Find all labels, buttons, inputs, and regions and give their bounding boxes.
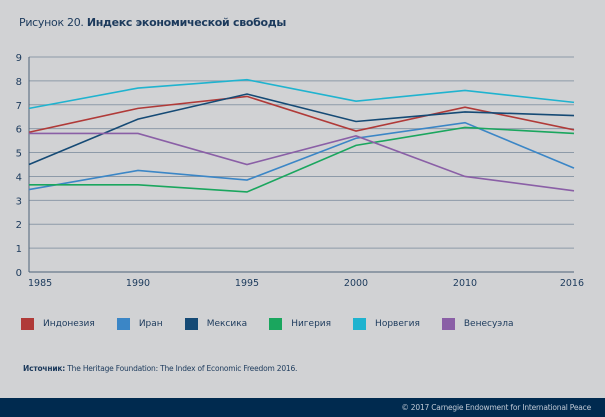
- y-tick-label: 2: [16, 220, 22, 231]
- source-label: Источник:: [23, 364, 66, 373]
- legend-swatch: [21, 318, 34, 330]
- legend-item: Венесуэла: [441, 318, 514, 330]
- legend-label: Мексика: [206, 319, 248, 329]
- series-line-4: [29, 126, 575, 193]
- series-line-3: [28, 93, 575, 166]
- y-tick-label: 1: [16, 244, 22, 255]
- series-line-6: [29, 132, 575, 192]
- y-tick-label: 5: [16, 149, 22, 160]
- legend-label: Норвегия: [375, 319, 420, 329]
- legend: Индонезия Иран Мексика Нигерия Норвегия Венес…: [21, 318, 536, 330]
- copyright: © 2017 Carnegie Endowment for Internatio…: [401, 403, 591, 412]
- legend-swatch: [184, 318, 198, 330]
- y-tick-label: 0: [16, 268, 22, 279]
- x-axis-ticks: 1985 1990 1995 2000 2010 2016: [28, 278, 584, 289]
- y-tick-label: 4: [16, 172, 22, 183]
- x-tick-label: 2010: [453, 278, 477, 289]
- legend-item: Норвегия: [353, 318, 420, 330]
- chart-title: Рисунок 20. Индекс экономической свободы: [19, 16, 286, 29]
- legend-label: Индонезия: [43, 319, 95, 329]
- series-lines: [28, 78, 575, 193]
- legend-swatch: [441, 318, 455, 330]
- legend-swatch: [116, 318, 130, 330]
- y-tick-label: 3: [16, 196, 22, 207]
- legend-swatch: [269, 318, 283, 330]
- legend-label: Венесуэла: [463, 319, 514, 329]
- series-line-2: [28, 121, 575, 191]
- legend-item: Индонезия: [21, 318, 95, 330]
- legend-label: Нигерия: [291, 319, 332, 329]
- figure-title: Индекс экономической свободы: [86, 16, 286, 29]
- y-tick-label: 7: [16, 101, 22, 112]
- source-note: Источник: The Heritage Foundation: The I…: [23, 364, 297, 373]
- legend-swatch: [353, 318, 367, 330]
- x-tick-label: 1995: [235, 278, 259, 289]
- legend-item: Нигерия: [269, 318, 331, 330]
- x-tick-label: 1990: [126, 278, 150, 289]
- legend-item: Мексика: [184, 318, 248, 330]
- figure-label: Рисунок 20.: [19, 16, 84, 29]
- y-tick-label: 8: [16, 77, 22, 88]
- y-tick-label: 6: [16, 125, 22, 136]
- legend-item: Иран: [116, 318, 163, 330]
- series-line-5: [28, 78, 575, 110]
- series-line-1: [28, 95, 575, 134]
- source-text: The Heritage Foundation: The Index of Ec…: [67, 364, 298, 373]
- y-tick-label: 9: [16, 53, 22, 64]
- legend-label: Иран: [138, 319, 163, 329]
- x-tick-label: 2000: [344, 278, 368, 289]
- footer-bar: © 2017 Carnegie Endowment for Internatio…: [0, 398, 605, 417]
- x-tick-label: 1985: [28, 278, 52, 289]
- x-tick-label: 2016: [560, 278, 584, 289]
- y-axis-ticks: 0 1 2 3 4 5 6 7 8 9: [16, 53, 22, 279]
- grid-lines: [28, 56, 574, 273]
- line-chart: 0 1 2 3 4 5 6 7 8 9 1985 1990 1995 2000 2010 2016: [16, 53, 584, 289]
